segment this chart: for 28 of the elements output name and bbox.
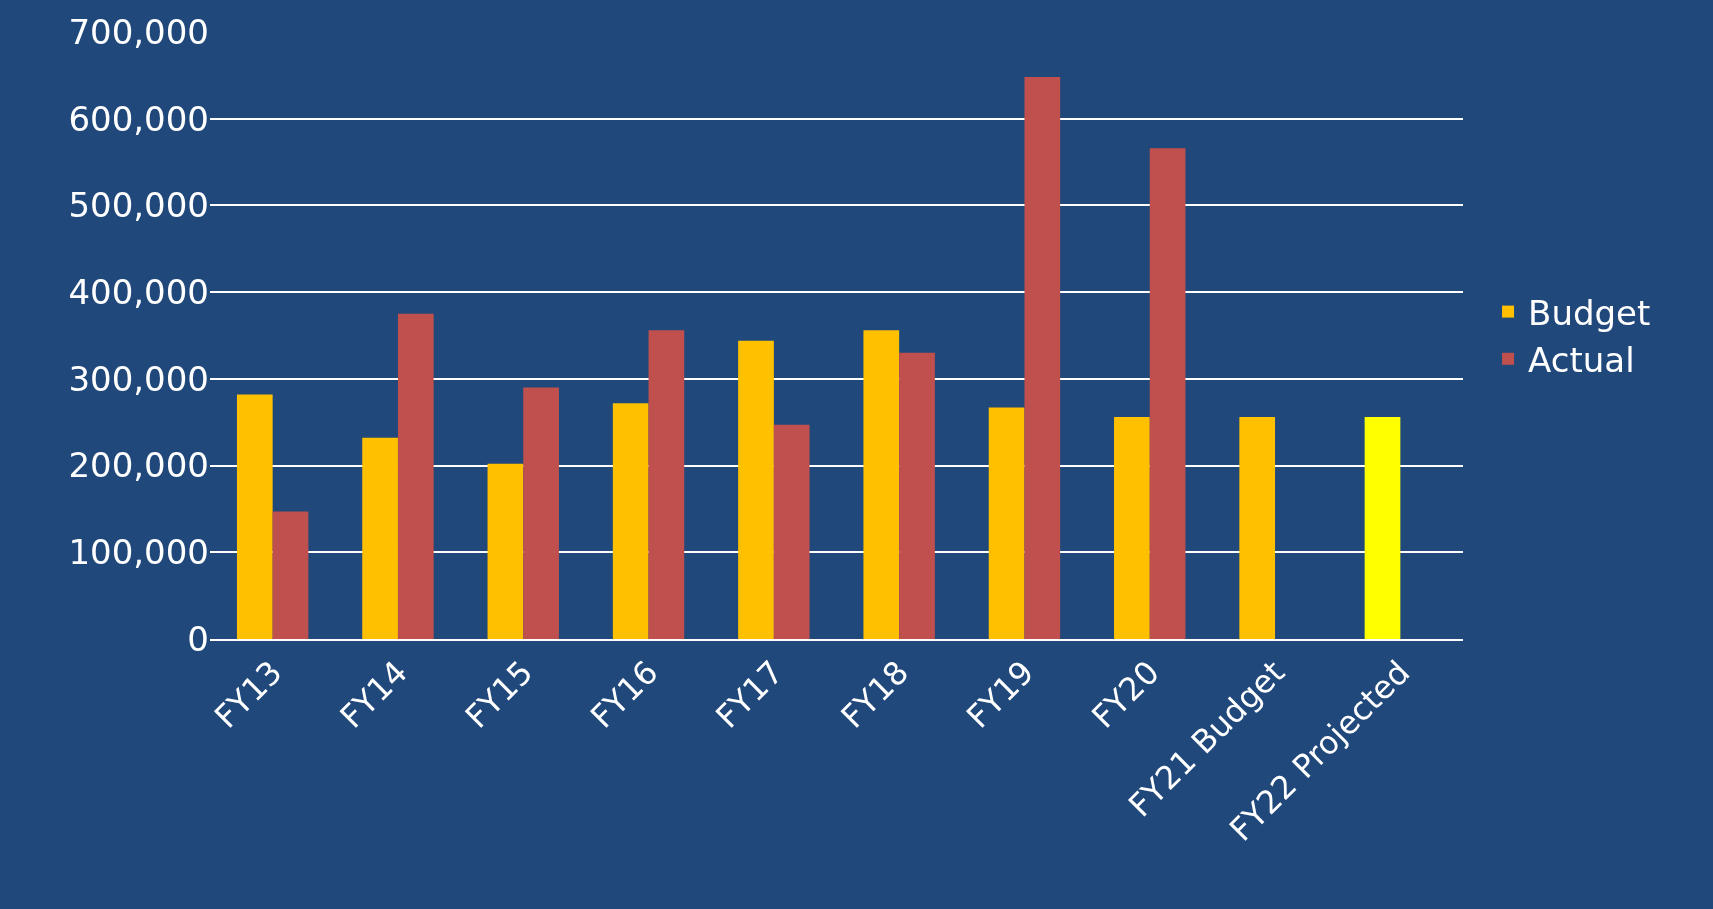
y-tick-label: 300,000 [68,358,209,399]
y-tick-label: 0 [187,618,209,659]
bar [487,463,524,639]
bar [1364,417,1401,639]
y-tick-label: 700,000 [68,11,209,52]
y-tick-label: 600,000 [68,98,209,139]
bar [1024,77,1061,639]
bar [1149,148,1186,639]
bar [523,387,559,639]
legend-label: Actual [1528,340,1635,381]
y-tick-label: 500,000 [68,185,209,226]
bar [236,394,273,639]
bar [863,330,900,639]
y-tick-label: 400,000 [68,272,209,313]
bar [648,330,685,639]
bar [738,340,774,639]
bar [988,407,1025,639]
legend-label: Budget [1528,292,1651,333]
y-tick-label: 200,000 [68,445,209,486]
bar [1239,417,1276,639]
bar [773,424,810,639]
bar [612,403,649,639]
bar [1114,417,1150,639]
y-tick-label: 100,000 [68,532,209,573]
bar [899,352,935,639]
bar [272,511,309,639]
bar [362,437,398,639]
bar [397,313,434,639]
